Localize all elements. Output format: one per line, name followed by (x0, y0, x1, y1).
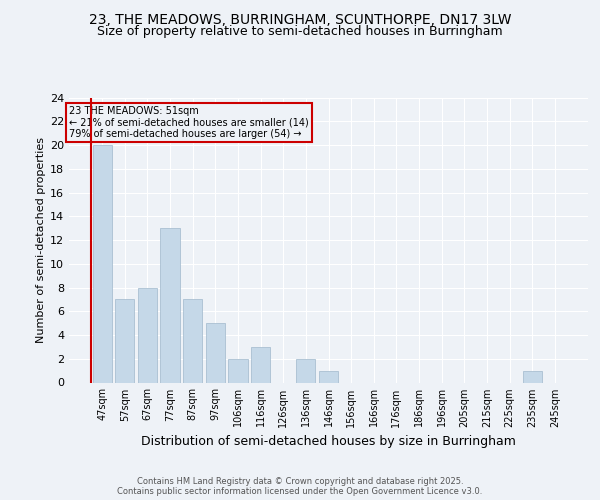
Bar (229, 359, 248, 382)
Y-axis label: Number of semi-detached properties: Number of semi-detached properties (36, 137, 46, 343)
Bar (115, 300, 134, 382)
Bar (251, 347, 270, 382)
Text: 23 THE MEADOWS: 51sqm
← 21% of semi-detached houses are smaller (14)
79% of semi: 23 THE MEADOWS: 51sqm ← 21% of semi-deta… (69, 106, 309, 140)
Text: Size of property relative to semi-detached houses in Burringham: Size of property relative to semi-detach… (97, 25, 503, 38)
Bar (319, 370, 338, 382)
Text: 23, THE MEADOWS, BURRINGHAM, SCUNTHORPE, DN17 3LW: 23, THE MEADOWS, BURRINGHAM, SCUNTHORPE,… (89, 12, 511, 26)
X-axis label: Distribution of semi-detached houses by size in Burringham: Distribution of semi-detached houses by … (141, 435, 516, 448)
Bar (160, 228, 180, 382)
Bar (92, 145, 112, 382)
Bar (138, 288, 157, 382)
Bar (296, 359, 316, 382)
Text: Contains HM Land Registry data © Crown copyright and database right 2025.
Contai: Contains HM Land Registry data © Crown c… (118, 476, 482, 496)
Bar (183, 300, 202, 382)
Bar (523, 370, 542, 382)
Bar (206, 323, 225, 382)
